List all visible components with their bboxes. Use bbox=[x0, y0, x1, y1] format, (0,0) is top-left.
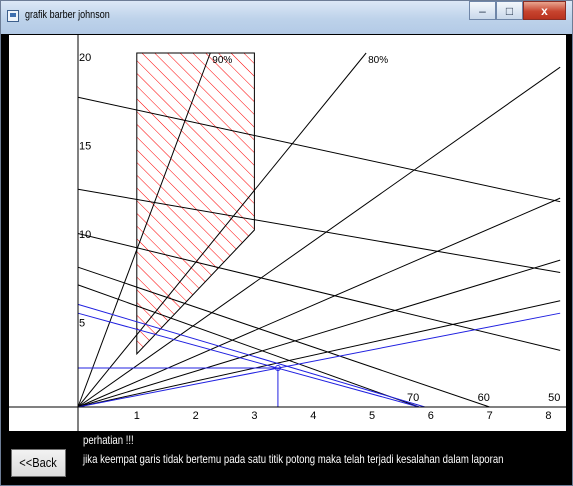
x-tick-label: 7 bbox=[487, 410, 493, 422]
warning-message: jika keempat garis tidak bertemu pada sa… bbox=[83, 452, 504, 466]
title-bar[interactable]: grafik barber johnson – □ x bbox=[1, 1, 572, 34]
data-line-1 bbox=[77, 303, 426, 408]
intersection-point bbox=[274, 365, 281, 372]
warning-title: perhatian !!! bbox=[83, 433, 134, 447]
reference-line-label: 60 bbox=[478, 392, 490, 404]
y-tick-label: 10 bbox=[79, 229, 91, 241]
ideal-region-area bbox=[136, 52, 255, 356]
maximize-button[interactable]: □ bbox=[496, 1, 523, 20]
percent-ray-label: 90% bbox=[212, 55, 232, 66]
x-tick-label: 5 bbox=[369, 410, 375, 422]
y-tick-label: 5 bbox=[79, 318, 85, 330]
percent-ray-5 bbox=[77, 259, 561, 408]
percent-ray-4 bbox=[77, 197, 561, 408]
percent-ray-6 bbox=[77, 300, 561, 408]
x-tick-label: 3 bbox=[251, 410, 257, 422]
app-window-icon bbox=[7, 10, 19, 22]
back-button-label: <<Back bbox=[19, 455, 58, 470]
chart-background bbox=[9, 35, 566, 431]
x-tick-label: 1 bbox=[134, 410, 140, 422]
caption-buttons: – □ x bbox=[469, 1, 566, 21]
data-line-3 bbox=[77, 312, 561, 408]
percent-ray-2 bbox=[77, 52, 367, 408]
percent-ray-3 bbox=[77, 66, 561, 408]
x-tick-label: 8 bbox=[545, 410, 551, 422]
reference-line-5 bbox=[77, 96, 561, 203]
minimize-button[interactable]: – bbox=[469, 1, 496, 20]
data-line-2 bbox=[77, 312, 420, 408]
barber-johnson-chart: 70 60 50 90% 80% 1 2 3 4 5 6 7 8 5 10 15 20 bbox=[9, 35, 566, 431]
reference-line-3 bbox=[77, 233, 561, 351]
percent-ray-label: 80% bbox=[368, 55, 388, 66]
reference-line-label: 70 bbox=[407, 392, 419, 404]
client-area: 70 60 50 90% 80% 1 2 3 4 5 6 7 8 5 10 15 20 perhatian !!… bbox=[9, 35, 566, 479]
window-title: grafik barber johnson bbox=[25, 9, 110, 21]
close-button[interactable]: x bbox=[523, 1, 566, 20]
reference-line-label: 50 bbox=[548, 392, 560, 404]
y-tick-label: 15 bbox=[79, 141, 91, 153]
x-tick-label: 2 bbox=[193, 410, 199, 422]
x-tick-label: 6 bbox=[428, 410, 434, 422]
back-button[interactable]: <<Back bbox=[11, 449, 66, 477]
x-tick-label: 4 bbox=[310, 410, 316, 422]
reference-line-1 bbox=[77, 284, 420, 408]
y-tick-label: 20 bbox=[79, 52, 91, 64]
percent-ray-1 bbox=[77, 52, 211, 408]
reference-line-4 bbox=[77, 188, 561, 273]
reference-line-2 bbox=[77, 266, 490, 408]
